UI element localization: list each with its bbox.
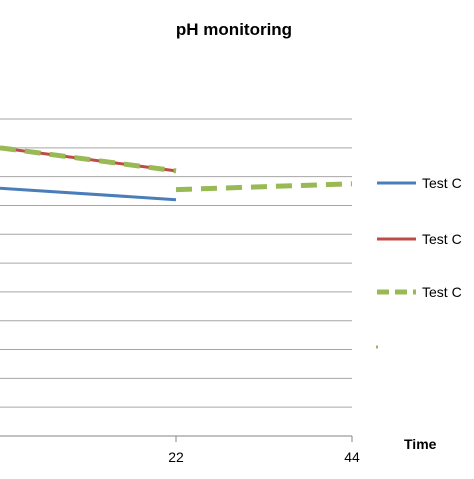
legend: Test C Test C Test C	[376, 175, 462, 349]
x-tick-label: 22	[168, 449, 184, 465]
x-tick-label: 44	[344, 449, 360, 465]
x-axis-label: Time	[404, 436, 437, 452]
legend-label: Test C	[422, 231, 462, 247]
series-line	[0, 186, 177, 202]
legend-label: Test C	[422, 175, 462, 191]
x-axis: 22 44	[0, 435, 360, 465]
plot-area	[0, 145, 353, 202]
gridlines	[0, 118, 352, 408]
legend-label: Test C	[422, 284, 462, 300]
series-line	[175, 181, 353, 193]
chart-title: pH monitoring	[176, 20, 292, 39]
series-line	[0, 145, 177, 174]
